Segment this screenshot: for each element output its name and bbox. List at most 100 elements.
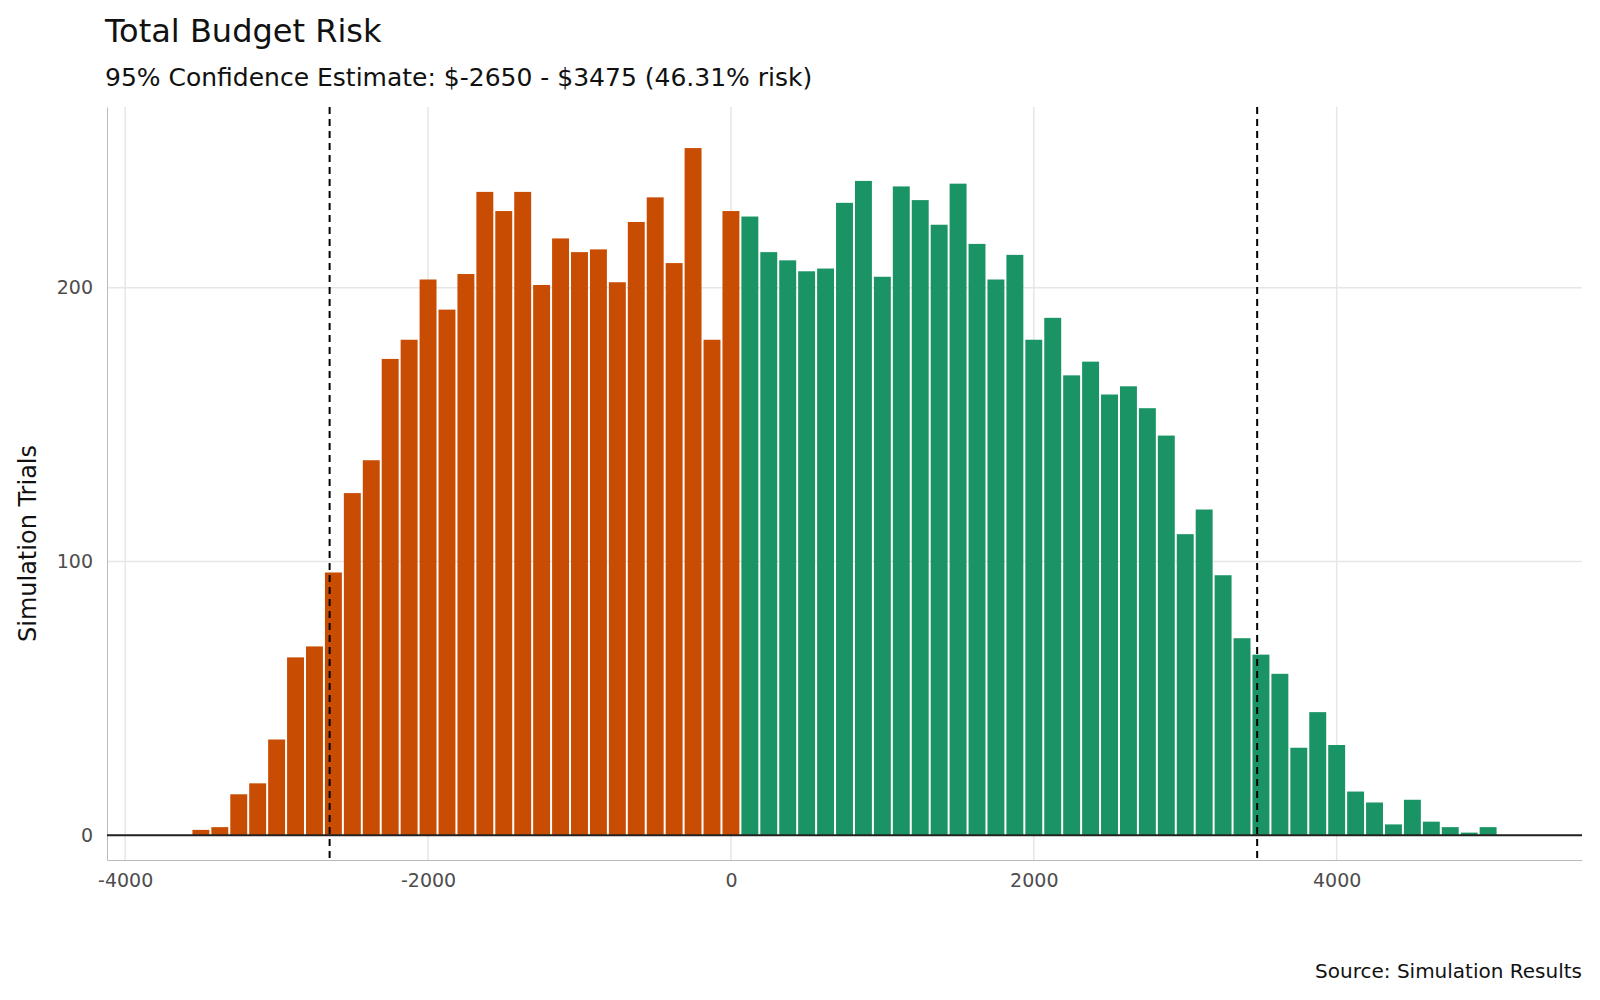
tick: 4000 xyxy=(1313,860,1361,891)
tick-label: 4000 xyxy=(1313,869,1361,891)
bar xyxy=(230,794,247,835)
tick-label: 100 xyxy=(57,550,93,572)
bar xyxy=(211,827,228,835)
bar xyxy=(1158,436,1175,836)
bar xyxy=(760,252,777,835)
y-axis: 0 100 200 xyxy=(57,108,108,861)
bar xyxy=(476,192,493,835)
bar xyxy=(401,340,418,836)
bar xyxy=(931,225,948,836)
tick-label: -2000 xyxy=(401,869,456,891)
bar xyxy=(609,282,626,835)
bar xyxy=(987,280,1004,836)
bar xyxy=(571,252,588,835)
reference-lines xyxy=(330,107,1258,860)
bar xyxy=(1423,822,1440,836)
bar xyxy=(1044,318,1061,836)
axis-line xyxy=(108,860,1583,861)
bar xyxy=(1404,800,1421,836)
bar xyxy=(798,271,815,835)
bar xyxy=(874,277,891,836)
bar xyxy=(1177,534,1194,835)
bar xyxy=(249,783,266,835)
bar xyxy=(817,269,834,836)
bar xyxy=(855,181,872,835)
bar xyxy=(1139,408,1156,835)
tick: 2000 xyxy=(1010,860,1058,891)
y-axis-title: Simulation Trials xyxy=(14,445,42,642)
bar xyxy=(1006,255,1023,835)
bar xyxy=(1234,638,1251,835)
subtitle: 95% Confidence Estimate: $-2650 - $3475 … xyxy=(105,63,812,92)
bar xyxy=(457,274,474,835)
bar xyxy=(722,211,739,835)
bar xyxy=(950,184,967,836)
tick: 100 xyxy=(57,550,107,572)
bar xyxy=(685,148,702,835)
bar xyxy=(287,657,304,835)
bar xyxy=(1480,827,1497,835)
bar xyxy=(1328,745,1345,835)
bar xyxy=(1271,674,1288,836)
bar xyxy=(514,192,531,835)
bars xyxy=(192,148,1496,835)
grid-line xyxy=(124,107,126,860)
caption: Source: Simulation Results xyxy=(1315,959,1582,983)
bar xyxy=(1025,340,1042,836)
bar xyxy=(382,359,399,835)
bar xyxy=(779,260,796,835)
bar xyxy=(741,217,758,836)
baseline xyxy=(107,834,1582,836)
tick-label: 2000 xyxy=(1010,869,1058,891)
bar xyxy=(1082,362,1099,836)
tick: -2000 xyxy=(401,860,456,891)
bar xyxy=(439,310,456,836)
bar xyxy=(363,460,380,835)
bar xyxy=(1120,386,1137,835)
bar xyxy=(666,263,683,835)
bar xyxy=(1290,748,1307,836)
x-axis: -4000 -2000 0 2000 4000 xyxy=(98,860,1582,891)
bar xyxy=(590,249,607,835)
bar xyxy=(836,203,853,836)
reference-line xyxy=(329,107,331,860)
tick-label: 0 xyxy=(725,869,737,891)
bar xyxy=(1196,510,1213,836)
bar xyxy=(495,211,512,835)
tick-label: -4000 xyxy=(98,869,153,891)
tick: 0 xyxy=(725,860,737,891)
bar xyxy=(912,200,929,835)
bar xyxy=(969,244,986,835)
grid-line xyxy=(107,835,1582,837)
tick-label: 0 xyxy=(81,824,93,846)
tick: 0 xyxy=(81,824,107,846)
bar xyxy=(344,493,361,835)
reference-line xyxy=(1256,107,1258,860)
chart: -4000 -2000 0 2000 4000 0 100 200 Total Budget R… xyxy=(0,0,1600,1000)
bar xyxy=(325,572,342,835)
bar xyxy=(1252,655,1269,836)
bar xyxy=(647,197,664,835)
bar xyxy=(628,222,645,835)
bar xyxy=(1347,792,1364,836)
bar xyxy=(552,238,569,835)
bar xyxy=(533,285,550,835)
tick: -4000 xyxy=(98,860,153,891)
tick-label: 200 xyxy=(57,276,93,298)
bar xyxy=(420,280,437,836)
bar xyxy=(1442,827,1459,835)
bar xyxy=(1215,575,1232,835)
bar xyxy=(704,340,721,836)
bar xyxy=(1101,395,1118,836)
bar xyxy=(1063,375,1080,835)
axis-line xyxy=(107,108,108,861)
bar xyxy=(1366,802,1383,835)
tick: 200 xyxy=(57,276,107,298)
bar xyxy=(306,646,323,835)
bar xyxy=(1309,712,1326,835)
title: Total Budget Risk xyxy=(104,12,382,50)
bar xyxy=(1385,824,1402,835)
grid xyxy=(107,107,1582,860)
bar xyxy=(893,186,910,835)
bar xyxy=(268,740,285,836)
